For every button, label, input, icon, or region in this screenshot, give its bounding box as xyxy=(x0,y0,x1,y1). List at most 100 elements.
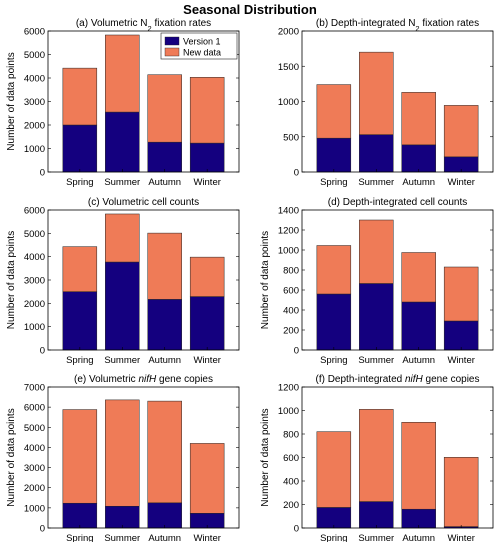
xtick-a-summer: Summer xyxy=(104,177,140,188)
ytick-e-5000: 5000 xyxy=(24,423,45,434)
ytick-d-1200: 1200 xyxy=(278,226,299,237)
xtick-c-autumn: Autumn xyxy=(148,355,181,366)
bar-f-spring-version1 xyxy=(316,507,352,529)
ytick-a-6000: 6000 xyxy=(24,27,45,38)
bar-f-summer-version1 xyxy=(359,501,394,529)
ytick-c-3000: 3000 xyxy=(24,276,45,287)
bar-a-winter-new-data xyxy=(189,77,225,144)
xtick-e-spring: Spring xyxy=(66,533,93,542)
ytick-e-3000: 3000 xyxy=(24,463,45,474)
xtick-e-autumn: Autumn xyxy=(148,533,181,542)
bar-a-spring-new-data xyxy=(62,67,98,126)
ytick-a-4000: 4000 xyxy=(24,74,45,85)
xtick-d-summer: Summer xyxy=(358,355,394,366)
bar-e-summer-version1 xyxy=(105,505,140,529)
figure-title: Seasonal Distribution xyxy=(183,2,317,17)
ytick-f-600: 600 xyxy=(283,453,299,464)
xtick-b-winter: Winter xyxy=(447,177,474,188)
ytick-f-1200: 1200 xyxy=(278,383,299,394)
ytick-d-0: 0 xyxy=(294,346,299,357)
ytick-e-6000: 6000 xyxy=(24,403,45,414)
xtick-b-spring: Spring xyxy=(320,177,347,188)
axes-frame-c xyxy=(47,209,240,351)
ytick-e-2000: 2000 xyxy=(24,483,45,494)
panel-d: (d) Depth-integrated cell counts Spring Su… xyxy=(260,197,494,366)
axes-frame-f xyxy=(301,386,494,529)
ytick-d-600: 600 xyxy=(283,286,299,297)
ylabel-a: Number of data points xyxy=(6,52,17,150)
xtick-f-autumn: Autumn xyxy=(402,533,435,542)
ytick-c-4000: 4000 xyxy=(24,252,45,263)
ytick-e-7000: 7000 xyxy=(24,383,45,394)
ytick-f-800: 800 xyxy=(283,430,299,441)
panel-e-title: (e) Volumetric nifH gene copies xyxy=(74,374,213,385)
xtick-e-summer: Summer xyxy=(104,533,140,542)
bar-d-summer-new-data xyxy=(359,219,394,284)
ytick-c-0: 0 xyxy=(40,346,45,357)
ylabel-e: Number of data points xyxy=(6,408,17,506)
bar-d-summer-version1 xyxy=(359,283,394,351)
panel-c: (c) Volumetric cell counts Spring Summer Au… xyxy=(6,197,240,366)
bar-a-winter-version1 xyxy=(189,142,225,173)
bar-c-summer-version1 xyxy=(105,261,140,351)
bar-b-spring-new-data xyxy=(316,84,352,139)
bar-c-autumn-version1 xyxy=(147,299,182,351)
xtick-e-winter: Winter xyxy=(193,533,220,542)
bar-f-winter-new-data xyxy=(443,457,479,527)
bar-f-spring-new-data xyxy=(316,431,352,508)
xtick-d-winter: Winter xyxy=(447,355,474,366)
ytick-c-6000: 6000 xyxy=(24,206,45,217)
ytick-a-5000: 5000 xyxy=(24,50,45,61)
ytick-d-1400: 1400 xyxy=(278,206,299,217)
legend-label-version1: Version 1 xyxy=(183,37,221,47)
panel-e: (e) Volumetric nifH gene copies Spring Sum… xyxy=(6,374,240,542)
bar-f-autumn-new-data xyxy=(401,422,436,510)
bar-a-summer-version1 xyxy=(105,111,140,173)
ylabel-c: Number of data points xyxy=(6,231,17,329)
bar-b-winter-new-data xyxy=(443,105,479,158)
panel-f-title: (f) Depth-integrated nifH gene copies xyxy=(315,374,479,385)
bar-c-winter-new-data xyxy=(189,256,225,297)
bar-c-winter-version1 xyxy=(189,296,225,351)
axes-frame-d xyxy=(301,209,494,351)
ytick-e-1000: 1000 xyxy=(24,503,45,514)
panel-d-title: (d) Depth-integrated cell counts xyxy=(328,197,468,208)
ytick-f-200: 200 xyxy=(283,500,299,511)
legend-swatch-new-data xyxy=(164,47,180,57)
xtick-f-summer: Summer xyxy=(358,533,394,542)
ytick-b-0: 0 xyxy=(294,168,299,179)
bar-a-autumn-version1 xyxy=(147,141,182,173)
legend-swatch-version1 xyxy=(164,36,180,46)
bar-b-autumn-new-data xyxy=(401,92,436,146)
ylabel-d: Number of data points xyxy=(260,231,271,329)
panel-b: (b) Depth-integrated N2 fixation rates Sp… xyxy=(278,18,494,188)
bar-d-autumn-new-data xyxy=(401,252,436,303)
ytick-c-1000: 1000 xyxy=(24,322,45,333)
xtick-a-autumn: Autumn xyxy=(148,177,181,188)
bar-e-summer-new-data xyxy=(105,399,140,507)
bar-d-spring-version1 xyxy=(316,293,352,351)
bar-b-spring-version1 xyxy=(316,137,352,173)
xtick-d-autumn: Autumn xyxy=(402,355,435,366)
ytick-d-400: 400 xyxy=(283,306,299,317)
ytick-d-800: 800 xyxy=(283,266,299,277)
axes-frame-a xyxy=(47,30,240,173)
bar-b-summer-version1 xyxy=(359,134,394,173)
legend-label-new-data: New data xyxy=(183,48,221,58)
ytick-a-2000: 2000 xyxy=(24,121,45,132)
panel-c-title: (c) Volumetric cell counts xyxy=(88,197,199,208)
bar-c-spring-new-data xyxy=(62,246,98,292)
xtick-f-winter: Winter xyxy=(447,533,474,542)
axes-frame-e xyxy=(47,386,240,529)
bar-c-spring-version1 xyxy=(62,291,98,351)
bar-b-autumn-version1 xyxy=(401,144,436,173)
ytick-c-2000: 2000 xyxy=(24,299,45,310)
xtick-b-summer: Summer xyxy=(358,177,394,188)
bar-f-summer-new-data xyxy=(359,409,394,502)
ytick-f-1000: 1000 xyxy=(278,406,299,417)
bar-a-summer-new-data xyxy=(105,34,140,113)
panel-b-title: (b) Depth-integrated N2 fixation rates xyxy=(316,18,479,33)
xtick-d-spring: Spring xyxy=(320,355,347,366)
